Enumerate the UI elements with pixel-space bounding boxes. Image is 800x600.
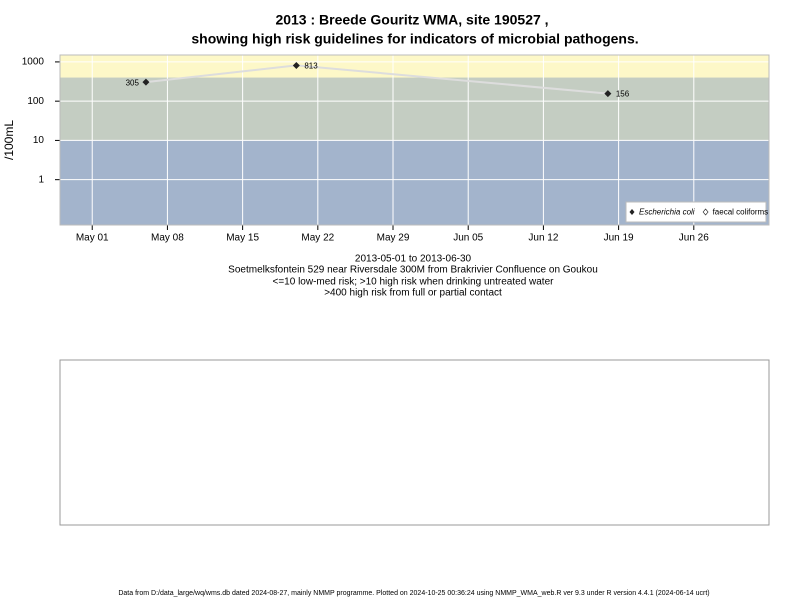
legend-label: faecal coliforms (713, 208, 769, 217)
x-axis-label: Soetmelksfontein 529 near Riversdale 300… (228, 265, 598, 276)
y-tick-label: 1 (38, 174, 44, 185)
chart-title: showing high risk guidelines for indicat… (191, 31, 638, 47)
x-tick-label: Jun 05 (453, 233, 483, 244)
x-tick-label: May 01 (76, 233, 109, 244)
footer: Data from D:/data_large/wq/wms.db dated … (118, 590, 709, 597)
legend-swatch (629, 209, 635, 215)
data-label: 305 (126, 78, 140, 87)
data-label: 156 (616, 90, 630, 99)
data-point (292, 61, 300, 69)
x-tick-label: May 15 (226, 233, 259, 244)
empty-panel (59, 359, 770, 526)
data-point (142, 78, 150, 86)
data-label: 813 (304, 62, 318, 71)
x-axis-label: >400 high risk from full or partial cont… (324, 288, 502, 299)
y-axis-label: /100mL (2, 120, 16, 160)
x-tick-label: Jun 12 (528, 233, 558, 244)
legend-box (625, 201, 767, 223)
legend-label: Escherichia coli (639, 208, 695, 217)
x-axis-label: 2013-05-01 to 2013-06-30 (355, 254, 472, 265)
x-tick-label: Jun 19 (604, 233, 634, 244)
legend-swatch (702, 208, 709, 216)
chart-title: 2013 : Breede Gouritz WMA, site 190527 , (275, 12, 548, 28)
plot-frame (59, 54, 770, 226)
y-tick-label: 100 (27, 96, 44, 107)
risk-band (60, 55, 769, 78)
y-tick-label: 1000 (22, 57, 45, 68)
x-axis-label: <=10 low-med risk; >10 high risk when dr… (273, 277, 555, 288)
x-tick-label: Jun 26 (679, 233, 709, 244)
x-tick-label: May 08 (151, 233, 184, 244)
data-point (604, 90, 612, 98)
x-tick-label: May 29 (377, 233, 410, 244)
x-tick-label: May 22 (301, 233, 334, 244)
risk-band (60, 77, 769, 141)
y-tick-label: 10 (33, 135, 45, 146)
